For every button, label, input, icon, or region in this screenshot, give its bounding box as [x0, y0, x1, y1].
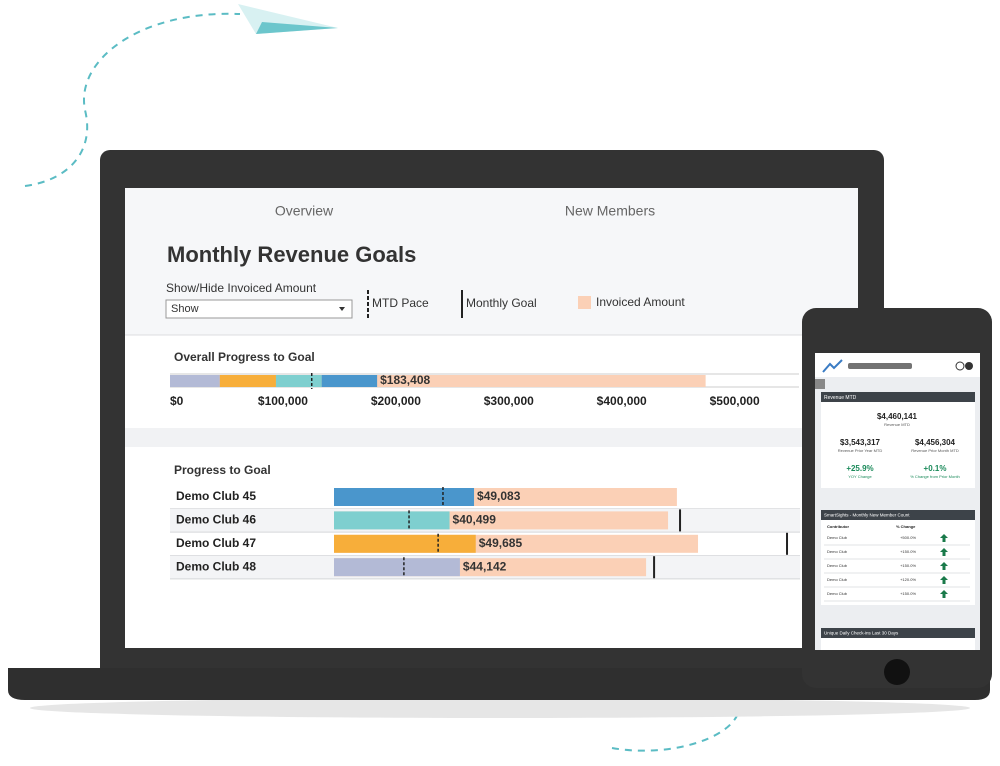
spacer-band [125, 428, 858, 447]
column-header: % Change [896, 524, 916, 529]
card-title: Revenue MTD [824, 395, 857, 401]
x-tick-label: $0 [170, 394, 184, 408]
dashed-trail [24, 12, 241, 187]
value-label: $49,685 [479, 536, 523, 550]
overall-segment [170, 375, 220, 387]
legend-goal: Monthly Goal [466, 296, 537, 310]
cell: +150.0% [900, 549, 916, 554]
menu-icon[interactable] [815, 379, 825, 389]
card-title: SmartSights - Monthly New Member Count [824, 513, 910, 518]
member-table: Demo Club +500.0% Demo Club +150.0% Demo Clu… [824, 534, 970, 602]
card [821, 510, 975, 605]
cell: +500.0% [900, 535, 916, 540]
card [821, 392, 975, 488]
nav-tab[interactable]: Overview [275, 203, 334, 219]
x-tick-label: $200,000 [371, 394, 421, 408]
kpi-change: +25.9% [846, 464, 873, 473]
cell: Demo Club [827, 563, 848, 568]
home-button[interactable] [884, 659, 910, 685]
help-icon[interactable] [955, 361, 965, 371]
row-label: Demo Club 46 [176, 513, 256, 527]
row-label: Demo Club 47 [176, 536, 256, 550]
kpi-change: +0.1% [924, 464, 947, 473]
value-label: $44,142 [463, 559, 507, 573]
section-title: Progress to Goal [174, 463, 271, 477]
value-label: $49,083 [477, 489, 521, 503]
card-title: Unique Daily Check-ins Last 30 Days [824, 631, 899, 636]
up-arrow [940, 548, 948, 556]
filter-dropdown[interactable] [165, 299, 353, 319]
cell: Demo Club [827, 591, 848, 596]
kpi-label: Revenue Prior Month MTD [911, 448, 959, 453]
filter-label: Show/Hide Invoiced Amount [166, 281, 317, 295]
row-label: Demo Club 45 [176, 489, 256, 503]
legend-invoiced-swatch [578, 296, 591, 309]
cell: Demo Club [827, 535, 848, 540]
cell: +150.0% [900, 591, 916, 596]
x-tick-label: $400,000 [597, 394, 647, 408]
paper-plane-wing [256, 22, 338, 34]
toolbar-icons [848, 363, 912, 369]
cell: Demo Club [827, 549, 848, 554]
x-tick-label: $300,000 [484, 394, 534, 408]
kpi-label: Revenue Prior Year MTD [838, 448, 883, 453]
x-tick-label: $100,000 [258, 394, 308, 408]
row-label: Demo Club 48 [176, 559, 256, 573]
logo [822, 359, 843, 373]
overall-segment [219, 375, 276, 387]
kpi-label: % Change from Prior Month [910, 474, 960, 479]
card-header [821, 628, 975, 638]
up-arrow [940, 576, 948, 584]
shadow [30, 698, 970, 718]
laptop-base [8, 668, 990, 700]
filter-value[interactable]: Show [171, 303, 199, 315]
user-icon[interactable] [965, 362, 973, 370]
revenue-bar [334, 488, 475, 506]
x-tick-label: $500,000 [710, 394, 760, 408]
legend-pace: MTD Pace [372, 296, 429, 310]
up-arrow [940, 534, 948, 542]
revenue-bar [334, 534, 476, 553]
kpi-value: $4,456,304 [915, 438, 956, 447]
cell: +120.0% [900, 577, 916, 582]
value-label: $40,499 [453, 513, 497, 527]
revenue-bar [334, 558, 460, 577]
revenue-bar [334, 511, 450, 530]
legend-invoiced: Invoiced Amount [596, 295, 685, 309]
cell: Demo Club [827, 577, 848, 582]
kpi-label: YOY Change [848, 474, 872, 479]
card-header [821, 392, 975, 402]
section-title: Overall Progress to Goal [174, 350, 315, 364]
chart-area: $183,408 $0 $100,000 $200,000 $300,000 $400,0… [170, 373, 861, 580]
column-header: Contributor [827, 524, 849, 529]
kpi-label: Revenue MTD [884, 422, 910, 427]
cell: +150.0% [900, 563, 916, 568]
dashboard-title: Monthly Revenue Goals [167, 242, 416, 267]
card-header [821, 510, 975, 520]
nav-tab[interactable]: New Members [565, 203, 655, 219]
overall-segment [321, 375, 378, 387]
value-label: $183,408 [380, 373, 430, 387]
kpi-value: $4,460,141 [877, 412, 918, 421]
up-arrow [940, 590, 948, 598]
dropdown-caret [339, 307, 345, 311]
overall-segment [275, 375, 322, 387]
up-arrow [940, 562, 948, 570]
kpi-value: $3,543,317 [840, 438, 881, 447]
